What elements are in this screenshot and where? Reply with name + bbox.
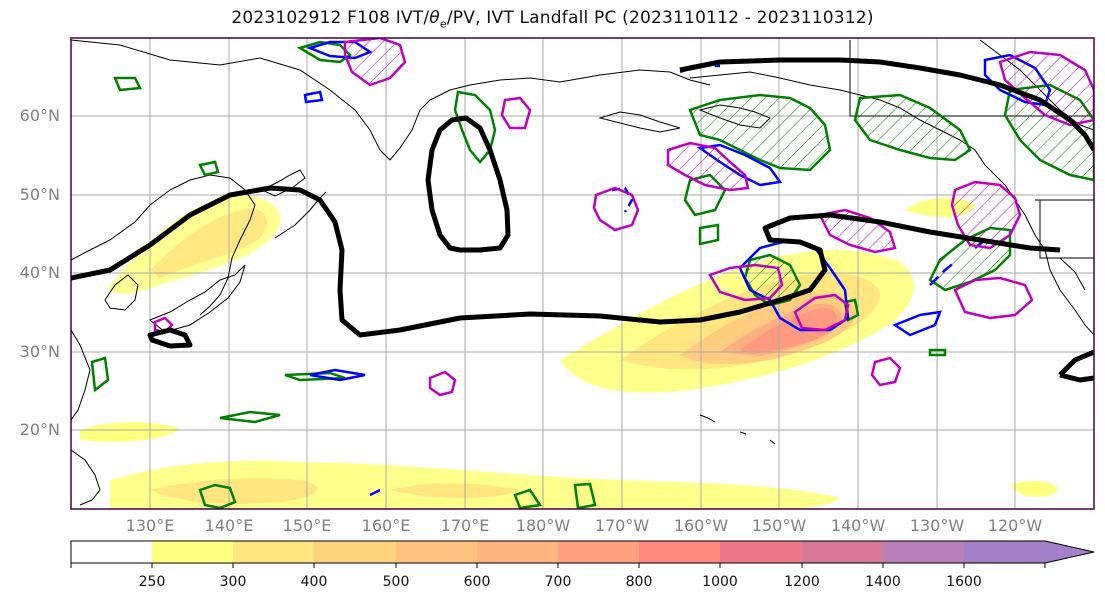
colorbar-segment (802, 541, 883, 563)
colorbar-segment (720, 541, 802, 563)
lon-label: 180°W (515, 516, 571, 535)
magenta-contours (153, 38, 1094, 397)
lat-label: 20°N (19, 420, 60, 439)
colorbar-tick-label: 1400 (865, 574, 901, 590)
colorbar-tick-label: 1000 (702, 574, 738, 590)
colorbar-tick-label: 500 (382, 574, 410, 590)
lon-label: 160°W (673, 516, 729, 535)
lon-label: 140°W (830, 516, 886, 535)
lon-label: 140°E (204, 516, 254, 535)
colorbar-tick-label: 400 (300, 574, 328, 590)
colorbar-tick-label: 300 (219, 574, 247, 590)
colorbar (70, 540, 1095, 568)
lon-label: 170°W (594, 516, 650, 535)
lat-label: 40°N (19, 263, 60, 282)
colorbar-segment (639, 541, 720, 563)
colorbar-segment (152, 541, 233, 563)
lon-label: 150°E (282, 516, 332, 535)
colorbar-segment (558, 541, 639, 563)
lon-label: 120°W (987, 516, 1043, 535)
black-contours (71, 57, 1094, 383)
colorbar-segment (477, 541, 558, 563)
colorbar-tick-label: 1200 (784, 574, 820, 590)
title-theta: θ (429, 8, 440, 28)
map-title: 2023102912 F108 IVT/θe/PV, IVT Landfall … (0, 8, 1105, 30)
colorbar-segment (314, 541, 396, 563)
colorbar-tick-label: 250 (138, 574, 166, 590)
ivt-shading (80, 195, 1058, 509)
colorbar-segment (233, 541, 314, 563)
lon-label: 170°E (440, 516, 490, 535)
colorbar-segment (883, 541, 964, 563)
colorbar-tick-label: 600 (463, 574, 491, 590)
title-suffix: /PV, IVT Landfall PC (2023110112 - 20231… (446, 8, 874, 28)
lon-label: 130°W (909, 516, 965, 535)
title-prefix: 2023102912 F108 IVT/ (231, 8, 430, 28)
lat-label: 60°N (19, 106, 60, 125)
lat-label: 50°N (19, 185, 60, 204)
colorbar-segment (396, 541, 477, 563)
lon-label: 130°E (125, 516, 175, 535)
colorbar-extend-arrow (964, 541, 1094, 563)
colorbar-segment (71, 541, 152, 563)
colorbar-tick-label: 1600 (946, 574, 982, 590)
lon-label: 160°E (361, 516, 411, 535)
lat-label: 30°N (19, 342, 60, 361)
title-theta-sub: e (439, 17, 447, 31)
colorbar-tick-label: 800 (625, 574, 653, 590)
lon-label: 150°W (751, 516, 807, 535)
colorbar-tick-label: 700 (544, 574, 572, 590)
